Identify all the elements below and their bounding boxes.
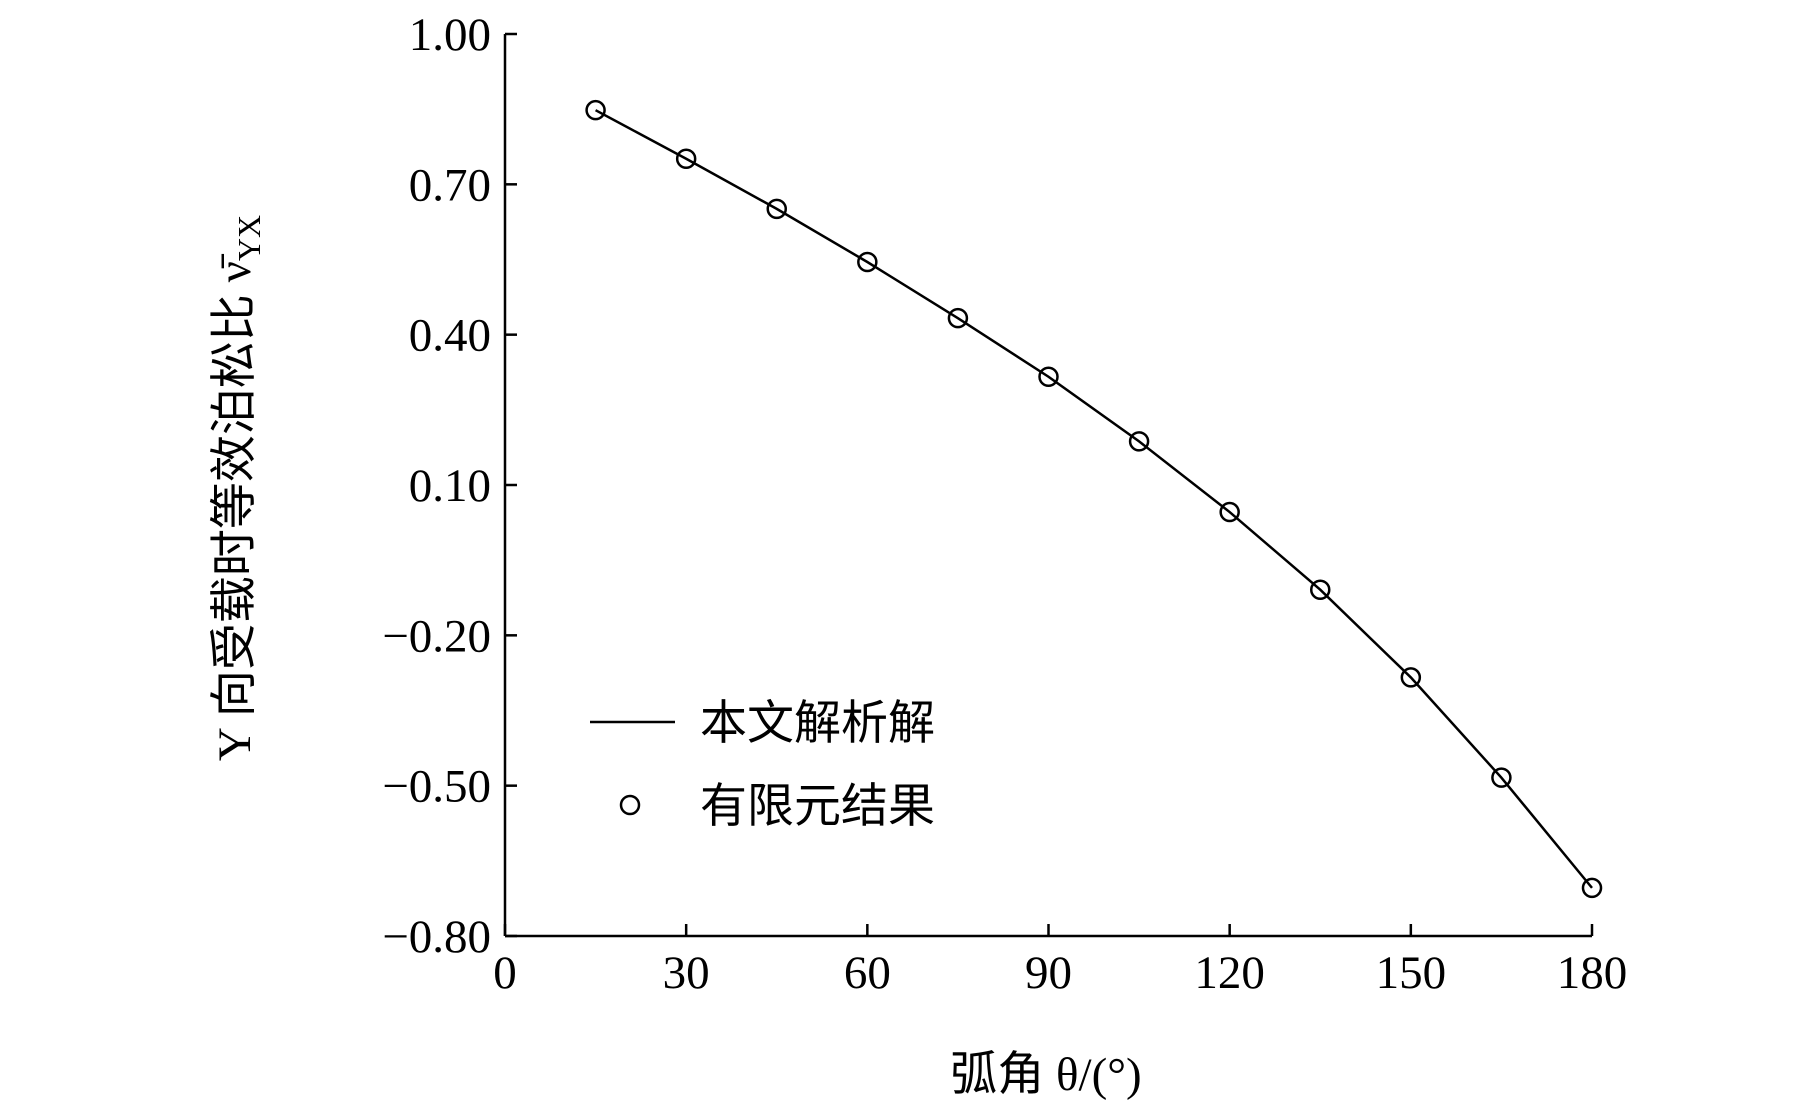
data-point [1400,667,1422,688]
data-point [1038,366,1059,388]
x-tick-label: 60 [844,947,891,999]
y-axis-label-main: Y 向受载时等效泊松比 ν̄ [209,253,261,761]
data-point [1491,767,1512,788]
x-tick-label: 0 [493,947,517,999]
y-tick-label: −0.50 [382,761,491,813]
y-tick-label: 0.10 [409,460,491,512]
data-point [947,307,969,329]
data-point [1219,501,1240,523]
data-point [675,148,697,170]
data-point [766,198,787,220]
x-tick-label: 90 [1025,947,1072,999]
legend-label: 本文解析解 [700,698,935,750]
y-tick-label: −0.20 [382,610,491,662]
data-point [1310,579,1331,600]
x-tick-label: 180 [1557,947,1628,999]
y-axis-label-subscript: YX [231,215,267,261]
data-point [1128,431,1150,452]
legend-label: 有限元结果 [700,781,935,833]
data-point [1581,877,1603,899]
x-axis-label: 弧角 θ/(°) [950,1049,1141,1101]
data-point [585,99,606,121]
legend-marker [619,794,641,816]
y-axis-label: Y 向受载时等效泊松比 ν̄YX [209,215,267,761]
y-tick-label: −0.80 [382,911,491,963]
data-point [857,251,878,273]
series-line [594,109,1593,889]
x-tick-label: 30 [663,947,710,999]
x-tick-label: 150 [1376,947,1447,999]
y-tick-label: 0.70 [409,159,491,211]
x-tick-label: 120 [1194,947,1265,999]
y-tick-label: 1.00 [409,9,491,61]
y-tick-label: 0.40 [409,310,491,362]
